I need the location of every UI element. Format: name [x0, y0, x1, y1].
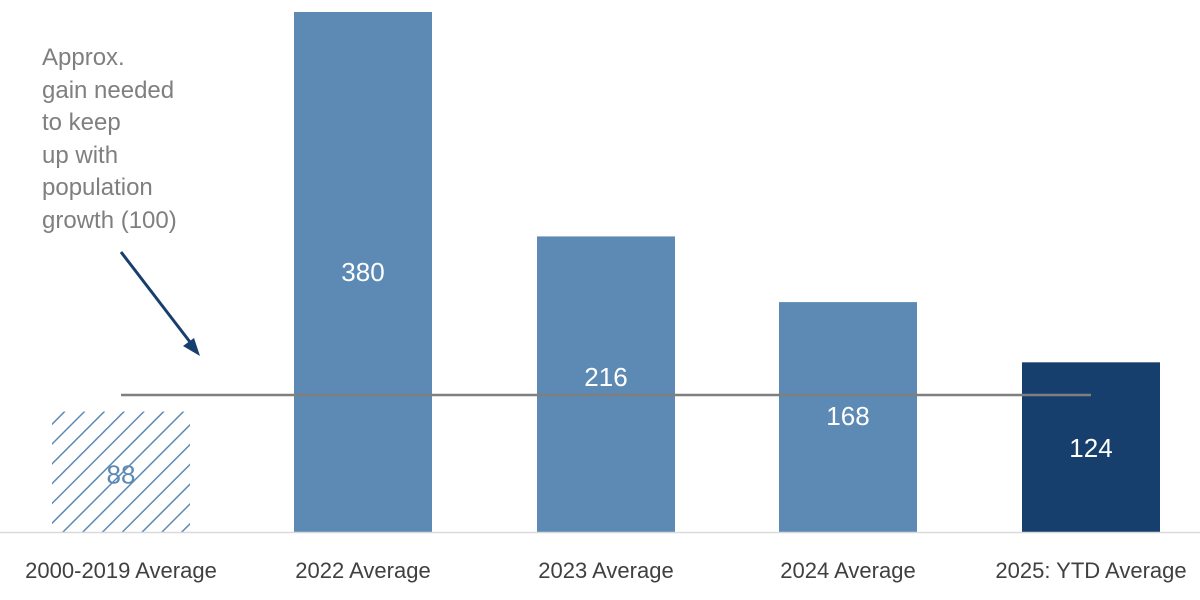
bar	[294, 12, 432, 532]
annotation-line: growth (100)	[42, 206, 177, 234]
annotation-arrowhead	[183, 338, 200, 356]
x-tick-label: 2024 Average	[780, 558, 915, 583]
annotation-line: gain needed	[42, 76, 175, 104]
annotation-arrow	[119, 251, 192, 343]
bars-group	[52, 12, 1160, 532]
annotation-line: population	[42, 174, 153, 201]
annotation-arrow-group	[119, 251, 200, 356]
bar	[1022, 362, 1160, 532]
x-tick-label: 2025: YTD Average	[995, 558, 1186, 583]
data-label: 216	[584, 362, 627, 392]
annotation-text: Approx. gain needed to keep up with popu…	[42, 42, 242, 237]
annotation-line: up with	[42, 141, 119, 169]
x-tick-label: 2000-2019 Average	[25, 558, 217, 583]
data-label: 168	[826, 401, 869, 431]
bar	[779, 302, 917, 532]
x-tick-label: 2022 Average	[295, 558, 430, 583]
x-tick-label: 2023 Average	[538, 558, 673, 583]
data-labels-group: 88 380 216 168 124	[107, 257, 1113, 490]
data-label: 124	[1069, 433, 1112, 463]
tick-labels-group: 2000-2019 Average 2022 Average 2023 Averag…	[25, 558, 1186, 583]
data-label: 88	[107, 459, 136, 489]
bar	[537, 236, 675, 532]
annotation-line: Approx.	[42, 44, 125, 71]
bar	[52, 411, 190, 532]
data-label: 380	[341, 257, 384, 287]
annotation-line: to keep	[42, 109, 121, 136]
